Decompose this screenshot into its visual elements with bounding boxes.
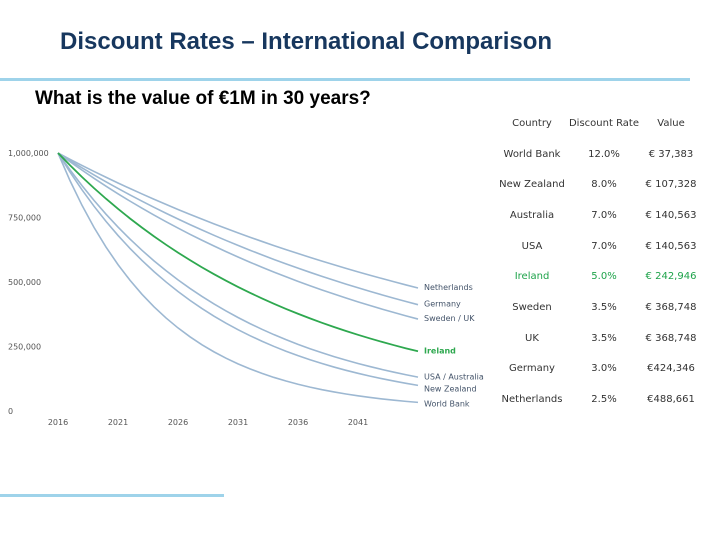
y-tick-label: 1,000,000 <box>8 149 49 158</box>
x-tick-label: 2016 <box>48 418 68 427</box>
row-rate: 2.5% <box>591 394 617 406</box>
table-row-highlight: Ireland 5.0% € 242,946 <box>496 261 702 292</box>
header-country: Country <box>512 117 552 129</box>
row-rate: 3.0% <box>591 363 617 375</box>
x-tick-label: 2021 <box>108 418 128 427</box>
header-value: Value <box>657 117 685 129</box>
series-line-new-zealand <box>57 152 419 387</box>
series-label: World Bank <box>424 399 470 408</box>
discount-rate-table: Country Discount Rate Value World Bank 1… <box>496 108 702 415</box>
row-country: World Bank <box>503 148 561 160</box>
row-value: € 368,748 <box>645 332 697 344</box>
row-value: € 37,383 <box>648 148 694 160</box>
table-row: Australia 7.0% € 140,563 <box>496 200 702 231</box>
row-rate: 8.0% <box>591 179 617 191</box>
row-country: Germany <box>509 363 555 375</box>
row-country: UK <box>525 332 539 344</box>
series-label: Germany <box>424 300 461 309</box>
table-row: New Zealand 8.0% € 107,328 <box>496 169 702 200</box>
table-row: UK 3.5% € 368,748 <box>496 323 702 354</box>
footer-divider <box>0 494 224 497</box>
series-line-ireland <box>57 152 419 353</box>
series-label: New Zealand <box>424 385 477 394</box>
series-label: USA / Australia <box>424 373 484 382</box>
row-value: €488,661 <box>647 394 695 406</box>
table-row: Netherlands 2.5% €488,661 <box>496 384 702 415</box>
question-heading: What is the value of €1M in 30 years? <box>35 88 371 109</box>
row-value: € 107,328 <box>645 179 697 191</box>
row-value: €424,346 <box>647 363 695 375</box>
y-tick-label: 0 <box>8 407 13 416</box>
row-rate: 7.0% <box>591 240 617 252</box>
row-value: € 242,946 <box>645 271 697 283</box>
series-line-world-bank <box>57 152 419 404</box>
row-rate: 3.5% <box>591 301 617 313</box>
row-country: Netherlands <box>501 394 563 406</box>
header-discount-rate: Discount Rate <box>568 117 639 129</box>
y-tick-label: 250,000 <box>8 343 41 352</box>
table-row: World Bank 12.0% € 37,383 <box>496 139 702 170</box>
table-row: Germany 3.0% €424,346 <box>496 354 702 385</box>
table-row: USA 7.0% € 140,563 <box>496 231 702 262</box>
page-title: Discount Rates – International Compariso… <box>60 28 553 55</box>
series-line-netherlands <box>57 152 419 289</box>
series-label: Ireland <box>424 346 456 355</box>
row-country: New Zealand <box>499 179 565 191</box>
x-tick-label: 2026 <box>168 418 188 427</box>
x-tick-label: 2041 <box>348 418 368 427</box>
table-header-row: Country Discount Rate Value <box>496 108 702 139</box>
row-country: Sweden <box>512 301 552 313</box>
row-country: USA <box>521 240 543 252</box>
row-rate: 7.0% <box>591 209 617 221</box>
series-line-usa-australia <box>57 152 419 378</box>
series-label: Sweden / UK <box>424 314 475 323</box>
row-rate: 3.5% <box>591 332 617 344</box>
row-country: Ireland <box>514 271 550 283</box>
row-value: € 368,748 <box>645 301 697 313</box>
x-tick-label: 2031 <box>228 418 248 427</box>
y-tick-label: 750,000 <box>8 214 41 223</box>
y-tick-label: 500,000 <box>8 278 41 287</box>
series-label: Netherlands <box>424 283 473 292</box>
x-tick-label: 2036 <box>288 418 308 427</box>
series-line-sweden-uk <box>57 152 419 320</box>
row-rate: 12.0% <box>588 148 620 160</box>
row-value: € 140,563 <box>645 240 697 252</box>
row-value: € 140,563 <box>645 209 697 221</box>
row-country: Australia <box>509 209 555 221</box>
row-rate: 5.0% <box>591 271 617 283</box>
discount-line-chart: 1,000,000 750,000 500,000 250,000 0 2016 2021 2… <box>8 149 484 427</box>
series-line-germany <box>57 152 419 306</box>
table-row: Sweden 3.5% € 368,748 <box>496 292 702 323</box>
title-divider <box>0 78 690 81</box>
